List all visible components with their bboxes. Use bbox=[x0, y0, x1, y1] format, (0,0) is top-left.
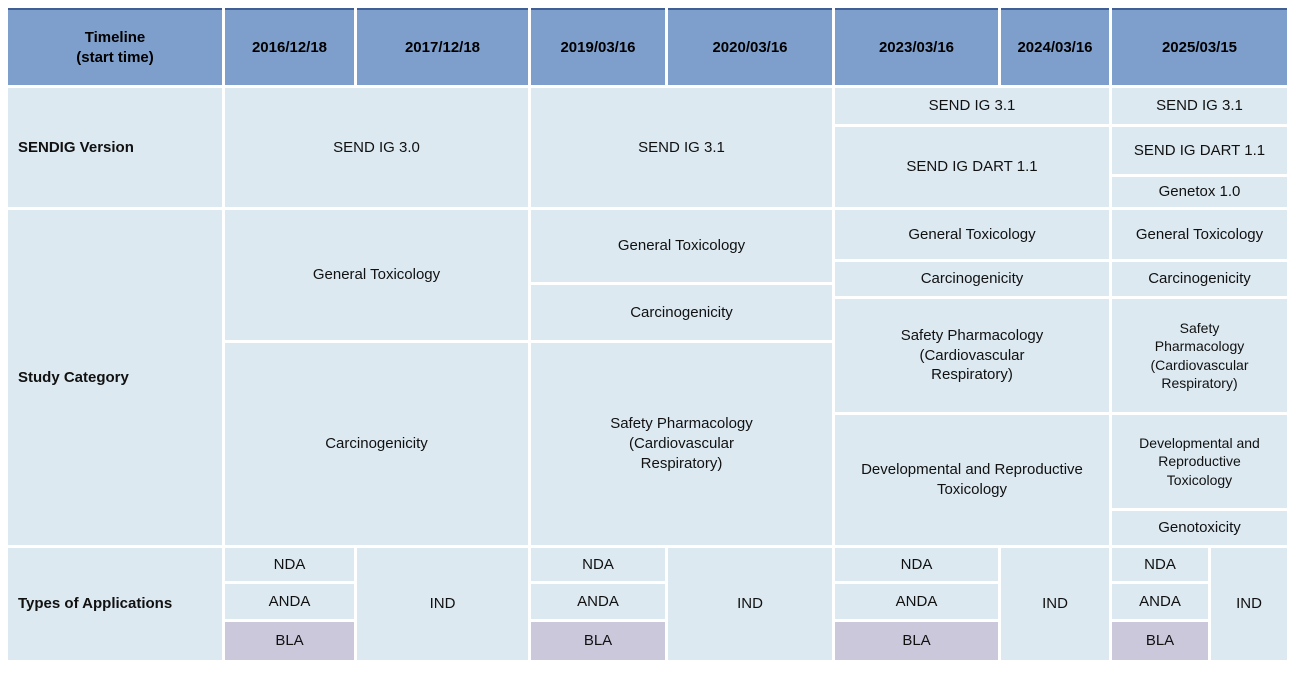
sendig-31-2023-2024: SEND IG 3.1 bbox=[835, 88, 1109, 124]
app-nda-2025: NDA bbox=[1112, 548, 1208, 581]
app-ind-2025: IND bbox=[1211, 548, 1287, 660]
sendig-dart-2023-2024: SEND IG DART 1.1 bbox=[835, 127, 1109, 207]
header-date-2024-03-16: 2024/03/16 bbox=[1001, 8, 1109, 85]
app-anda-2016: ANDA bbox=[225, 584, 354, 619]
app-bla-2016: BLA bbox=[225, 622, 354, 660]
study-safety-pharm-2019-2020: Safety Pharmacology (Cardiovascular Resp… bbox=[531, 343, 832, 545]
row-label-types-of-applications: Types of Applications bbox=[8, 548, 222, 660]
sendig-31-2025: SEND IG 3.1 bbox=[1112, 88, 1287, 124]
app-ind-2020: IND bbox=[668, 548, 832, 660]
row-label-sendig-version: SENDIG Version bbox=[8, 88, 222, 207]
send-timeline-table: Timeline (start time) 2016/12/18 2017/12… bbox=[8, 8, 1287, 660]
app-ind-2017: IND bbox=[357, 548, 528, 660]
sendig-genetox-2025: Genetox 1.0 bbox=[1112, 177, 1287, 207]
app-nda-2023: NDA bbox=[835, 548, 998, 581]
sendig-31-2019-2020: SEND IG 3.1 bbox=[531, 88, 832, 207]
study-dart-2025: Developmental and Reproductive Toxicolog… bbox=[1112, 415, 1287, 508]
app-nda-2016: NDA bbox=[225, 548, 354, 581]
study-carcinogenicity-2016-2017: Carcinogenicity bbox=[225, 343, 528, 545]
app-bla-2025: BLA bbox=[1112, 622, 1208, 660]
study-carcinogenicity-2023-2024: Carcinogenicity bbox=[835, 262, 1109, 296]
header-date-2025-03-15: 2025/03/15 bbox=[1112, 8, 1287, 85]
app-anda-2025: ANDA bbox=[1112, 584, 1208, 619]
study-safety-pharm-2025: Safety Pharmacology (Cardiovascular Resp… bbox=[1112, 299, 1287, 412]
study-dart-2023-2024: Developmental and Reproductive Toxicolog… bbox=[835, 415, 1109, 545]
study-carcinogenicity-2019-2020: Carcinogenicity bbox=[531, 285, 832, 340]
row-label-study-category: Study Category bbox=[8, 210, 222, 545]
header-date-2016-12-18: 2016/12/18 bbox=[225, 8, 354, 85]
study-general-tox-2025: General Toxicology bbox=[1112, 210, 1287, 259]
app-anda-2023: ANDA bbox=[835, 584, 998, 619]
header-date-2020-03-16: 2020/03/16 bbox=[668, 8, 832, 85]
study-safety-pharm-2023-2024: Safety Pharmacology (Cardiovascular Resp… bbox=[835, 299, 1109, 412]
study-general-tox-2019-2020: General Toxicology bbox=[531, 210, 832, 282]
study-general-tox-2016-2017: General Toxicology bbox=[225, 210, 528, 340]
app-ind-2024: IND bbox=[1001, 548, 1109, 660]
study-general-tox-2023-2024: General Toxicology bbox=[835, 210, 1109, 259]
app-anda-2019: ANDA bbox=[531, 584, 665, 619]
sendig-30-2016-2017: SEND IG 3.0 bbox=[225, 88, 528, 207]
app-nda-2019: NDA bbox=[531, 548, 665, 581]
header-timeline: Timeline (start time) bbox=[8, 8, 222, 85]
study-carcinogenicity-2025: Carcinogenicity bbox=[1112, 262, 1287, 296]
header-date-2023-03-16: 2023/03/16 bbox=[835, 8, 998, 85]
app-bla-2023: BLA bbox=[835, 622, 998, 660]
header-date-2019-03-16: 2019/03/16 bbox=[531, 8, 665, 85]
app-bla-2019: BLA bbox=[531, 622, 665, 660]
study-genotoxicity-2025: Genotoxicity bbox=[1112, 511, 1287, 545]
sendig-dart-2025: SEND IG DART 1.1 bbox=[1112, 127, 1287, 174]
header-date-2017-12-18: 2017/12/18 bbox=[357, 8, 528, 85]
